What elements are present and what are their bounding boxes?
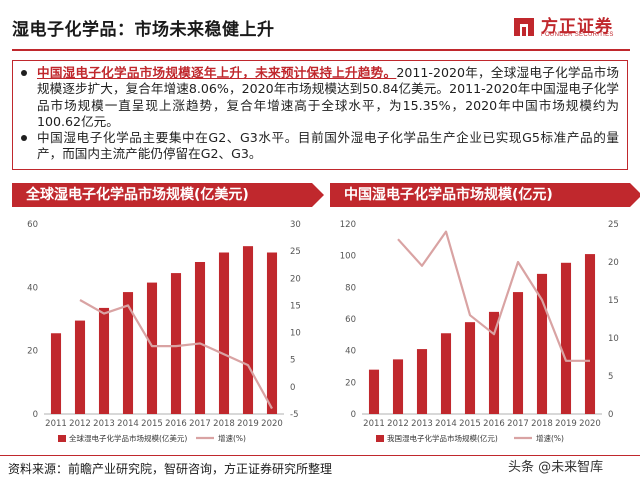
x-tick-label: 2011 <box>45 419 67 429</box>
bullet-icon <box>21 70 27 76</box>
legend-line-label: 增速(%) <box>536 433 564 443</box>
logo-text-cn: 方正证券 <box>541 17 613 37</box>
y-right-tick-label: -5 <box>290 410 298 420</box>
y-right-tick-label: 20 <box>608 258 619 268</box>
page-title: 湿电子化学品：市场未来稳健上升 <box>12 20 275 40</box>
bar <box>194 262 206 414</box>
bar <box>584 254 596 414</box>
y-left-tick-label: 60 <box>27 220 38 230</box>
chart-title-china: 中国湿电子化学品市场规模(亿元) <box>330 183 630 207</box>
x-tick-label: 2015 <box>141 419 163 429</box>
x-tick-label: 2020 <box>579 419 601 429</box>
growth-rate-line <box>79 299 273 410</box>
bar <box>146 282 158 414</box>
bar <box>74 320 86 414</box>
bar <box>98 307 110 414</box>
y-right-tick-label: 10 <box>608 334 619 344</box>
y-right-tick-label: 20 <box>290 274 301 284</box>
bullet-icon <box>21 135 27 142</box>
bar <box>440 333 452 414</box>
title-arrow-icon <box>312 183 324 207</box>
y-right-tick-label: 5 <box>608 372 613 382</box>
y-left-tick-label: 40 <box>27 283 38 293</box>
x-tick-label: 2013 <box>411 419 433 429</box>
summary-paragraph-2: 中国湿电子化学品主要集中在G2、G3水平。目前国外湿电子化学品生产企业已实现G5… <box>21 130 619 163</box>
bar <box>560 262 572 414</box>
logo-text-en: FOUNDER SECURITIES <box>541 32 614 38</box>
y-left-tick-label: 0 <box>33 410 38 420</box>
y-left-tick-label: 80 <box>345 283 356 293</box>
bar <box>50 333 62 414</box>
founder-logo-icon <box>514 18 534 36</box>
x-tick-label: 2020 <box>261 419 283 429</box>
legend-bar-swatch <box>58 435 66 442</box>
summary-paragraph-1: 中国湿电子化学品市场规模逐年上升，未来预计保持上升趋势。2011-2020年，全… <box>21 65 619 130</box>
y-right-tick-label: 10 <box>290 329 301 339</box>
watermark: 头条 @未来智库 <box>508 460 604 475</box>
y-right-tick-label: 30 <box>290 220 301 230</box>
x-tick-label: 2019 <box>555 419 577 429</box>
bar <box>392 359 404 414</box>
y-left-tick-label: 20 <box>345 378 356 388</box>
y-right-tick-label: 5 <box>290 356 295 366</box>
legend-bar-label: 我国湿电子化学品市场规模(亿元) <box>387 433 498 443</box>
y-left-tick-label: 100 <box>340 252 356 262</box>
y-right-tick-label: 25 <box>608 220 619 230</box>
x-tick-label: 2012 <box>387 419 409 429</box>
x-tick-label: 2011 <box>363 419 385 429</box>
summary-text: 2011-2020年，全球湿电子化学品市场规模逐步扩大，复合年增速8.06%，2… <box>37 65 619 129</box>
legend-bar-label: 全球湿电子化学品市场规模(亿美元) <box>69 433 187 443</box>
bar <box>416 349 428 414</box>
x-tick-label: 2014 <box>435 419 457 429</box>
y-left-tick-label: 0 <box>351 410 356 420</box>
x-tick-label: 2014 <box>117 419 139 429</box>
bar <box>368 369 380 414</box>
bar <box>170 273 182 414</box>
x-tick-label: 2018 <box>213 419 235 429</box>
bar <box>512 292 524 414</box>
bar <box>266 252 278 414</box>
y-left-tick-label: 120 <box>340 220 356 230</box>
summary-highlight: 中国湿电子化学品市场规模逐年上升，未来预计保持上升趋势。 <box>37 65 397 80</box>
footer-source: 资料来源：前瞻产业研究院，智研咨询，方正证券研究所整理 <box>8 462 333 476</box>
y-right-tick-label: 0 <box>290 383 295 393</box>
x-tick-label: 2018 <box>531 419 553 429</box>
x-tick-label: 2016 <box>165 419 187 429</box>
growth-rate-line <box>397 230 590 362</box>
x-tick-label: 2019 <box>237 419 259 429</box>
x-tick-label: 2015 <box>459 419 481 429</box>
x-tick-label: 2012 <box>69 419 91 429</box>
y-left-tick-label: 20 <box>27 347 38 357</box>
chart-title-global: 全球湿电子化学品市场规模(亿美元) <box>12 183 312 207</box>
legend-line-label: 增速(%) <box>218 433 246 443</box>
y-right-tick-label: 25 <box>290 247 301 257</box>
bar <box>122 292 134 414</box>
header-divider <box>12 49 630 51</box>
summary-box: 中国湿电子化学品市场规模逐年上升，未来预计保持上升趋势。2011-2020年，全… <box>12 60 628 170</box>
bar <box>464 322 476 414</box>
header: 湿电子化学品：市场未来稳健上升 方正证券 FOUNDER SECURITIES <box>0 0 640 51</box>
bar <box>242 246 254 414</box>
bar <box>536 273 548 414</box>
bar <box>218 252 230 414</box>
summary-text: 中国湿电子化学品主要集中在G2、G3水平。目前国外湿电子化学品生产企业已实现G5… <box>37 130 619 162</box>
x-tick-label: 2017 <box>189 419 211 429</box>
y-left-tick-label: 40 <box>345 347 356 357</box>
y-right-tick-label: 15 <box>290 301 301 311</box>
y-right-tick-label: 0 <box>608 410 613 420</box>
founder-securities-logo: 方正证券 FOUNDER SECURITIES <box>512 12 632 44</box>
bar <box>488 311 500 414</box>
x-tick-label: 2016 <box>483 419 505 429</box>
y-right-tick-label: 15 <box>608 296 619 306</box>
title-arrow-icon <box>630 183 640 207</box>
x-tick-label: 2017 <box>507 419 529 429</box>
y-left-tick-label: 60 <box>345 315 356 325</box>
x-tick-label: 2013 <box>93 419 115 429</box>
footer-divider <box>0 455 640 456</box>
legend-bar-swatch <box>376 435 384 442</box>
